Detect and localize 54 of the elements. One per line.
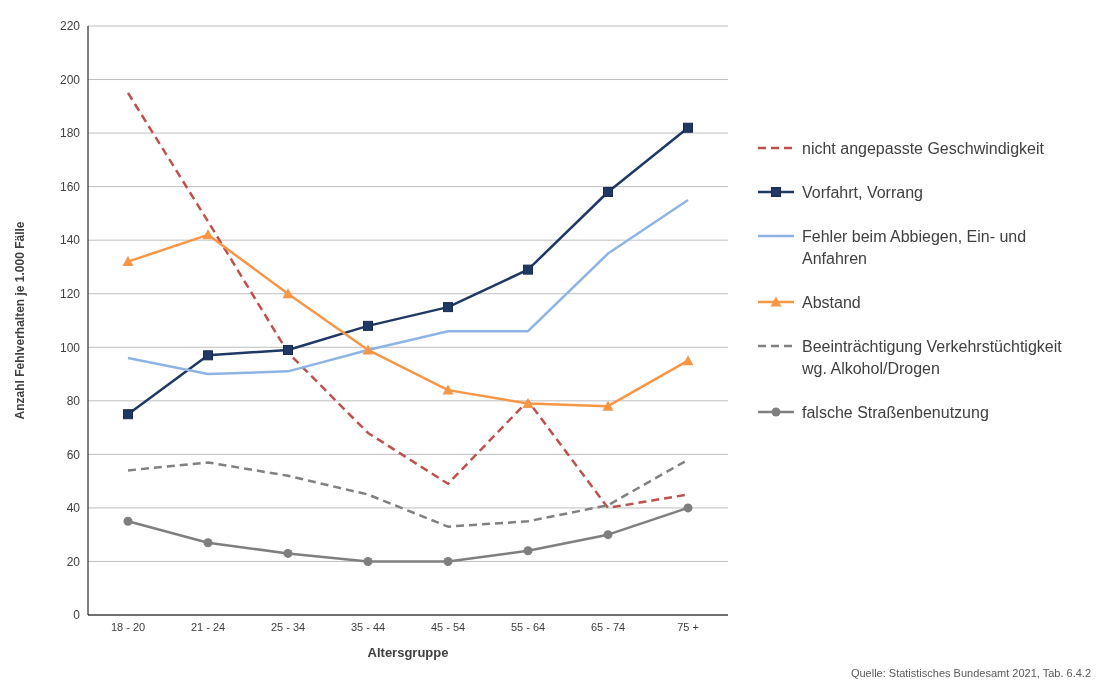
point [203, 350, 213, 361]
legend-label: Abstand [802, 293, 861, 313]
x-tick-label: 75 + [677, 620, 699, 633]
point [443, 556, 453, 566]
point [283, 344, 293, 355]
point [283, 548, 293, 558]
legend-label: Vorfahrt, Vorrang [802, 183, 923, 203]
y-tick-label: 160 [59, 179, 81, 194]
point [603, 530, 613, 540]
x-tick-label: 21 - 24 [190, 620, 226, 633]
y-tick-label: 100 [59, 340, 81, 355]
y-tick-label: 60 [66, 447, 81, 462]
point [683, 122, 693, 133]
x-tick-label: 18 - 20 [110, 620, 146, 633]
y-tick-label: 120 [59, 286, 81, 301]
point [122, 256, 134, 267]
point [602, 400, 614, 411]
point [123, 409, 133, 420]
legend-label: nicht angepasste Geschwindigkeit [802, 139, 1044, 159]
point [442, 384, 454, 395]
y-tick-label: 0 [73, 608, 81, 623]
legend-label: falsche Straßenbenutzung [802, 403, 989, 423]
y-tick-label: 200 [59, 72, 81, 87]
y-tick-label: 40 [66, 501, 81, 516]
y-axis-title: Anzahl Fehlverhalten je 1.000 Fälle [13, 221, 28, 420]
y-tick-label: 180 [59, 126, 81, 141]
point [203, 538, 213, 548]
point [363, 320, 373, 331]
point [123, 516, 133, 526]
source-note: Quelle: Statistisches Bundesamt 2021, Tab. 6.4.2 [850, 667, 1091, 679]
y-tick-label: 80 [66, 394, 81, 409]
point [282, 288, 294, 299]
point [683, 503, 693, 513]
x-tick-label: 45 - 54 [430, 620, 466, 633]
x-tick-label: 55 - 64 [510, 620, 546, 633]
point [523, 546, 533, 556]
point [603, 186, 613, 197]
x-tick-label: 25 - 34 [270, 620, 306, 633]
line-series [126, 198, 690, 376]
point [522, 398, 534, 408]
y-tick-label: 220 [59, 19, 81, 34]
point [362, 344, 374, 355]
legend-label: Fehler beim Abbiegen, Ein- und Anfahren [802, 227, 1028, 269]
y-tick-label: 20 [66, 554, 81, 569]
point [363, 556, 373, 566]
y-tick-label: 140 [59, 233, 81, 248]
point [523, 264, 533, 275]
point [682, 355, 694, 366]
point [202, 229, 214, 240]
point [443, 302, 453, 313]
x-tick-label: 65 - 74 [590, 620, 626, 633]
legend-label: Beeinträchtigung Verkehrstüchtigkeit wg. Alkohol/Drogen [802, 337, 1063, 379]
x-tick-label: 35 - 44 [350, 620, 386, 633]
x-axis-title: Altersgruppe [367, 645, 449, 660]
